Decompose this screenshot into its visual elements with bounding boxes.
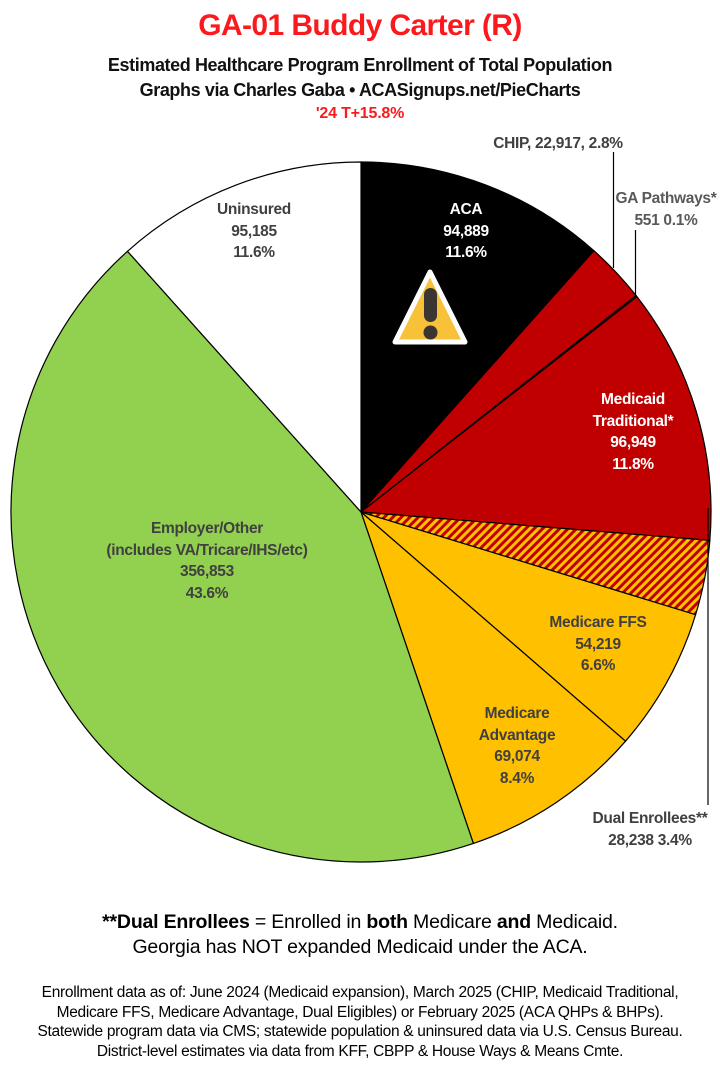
pie-slice-aca bbox=[360, 161, 595, 514]
slice-label-line: 94,889 bbox=[443, 222, 489, 240]
footnote-segment: both bbox=[366, 911, 408, 933]
slice-label-line: 8.4% bbox=[499, 769, 535, 787]
slice-label-advantage: Medicare Advantage 69,074 8.4% bbox=[479, 703, 556, 789]
footnote-line2: Georgia has NOT expanded Medicaid under … bbox=[132, 936, 588, 958]
leader-lines bbox=[612, 152, 709, 805]
slice-label-pathways: GA Pathways* 551 0.1% bbox=[616, 188, 717, 231]
slice-label-line: Traditional* bbox=[592, 412, 674, 430]
source-note: Enrollment data as of: June 2024 (Medica… bbox=[0, 983, 720, 1061]
slice-label-line: 11.6% bbox=[233, 244, 275, 261]
footnote-segment: **Dual Enrollees bbox=[102, 911, 250, 933]
trend-annotation: '24 T+15.8% bbox=[315, 105, 405, 122]
pie-slice-medicaid bbox=[359, 295, 712, 542]
slice-label-medicaid: Medicaid Traditional* 96,949 11.8% bbox=[593, 389, 674, 475]
slice-label-line: ACA bbox=[449, 201, 483, 218]
slice-label-aca: ACA 94,889 11.6% bbox=[443, 199, 489, 264]
slice-label-line: 11.6% bbox=[445, 244, 487, 261]
pie-chart bbox=[10, 152, 712, 863]
pie-slice-advantage bbox=[359, 510, 627, 845]
pie-slice-uninsured bbox=[126, 161, 362, 514]
pie-slices bbox=[10, 161, 712, 863]
slice-label-line: Dual Enrollees** bbox=[592, 810, 708, 827]
page-title: GA-01 Buddy Carter (R) bbox=[198, 9, 522, 42]
warning-triangle-icon bbox=[392, 269, 468, 345]
pie-slice-ffs bbox=[360, 511, 697, 743]
slice-label-line: GA Pathways* bbox=[615, 190, 717, 207]
footnote-segment: and bbox=[496, 911, 531, 933]
slice-label-line: 43.6% bbox=[185, 584, 229, 602]
slice-label-line: Advantage bbox=[478, 726, 556, 744]
dual-enrollees-note: **Dual Enrollees = Enrolled in both Medi… bbox=[0, 910, 720, 960]
slice-label-line: CHIP, 22,917, 2.8% bbox=[493, 135, 623, 152]
subtitle-line1: Estimated Healthcare Program Enrollment … bbox=[107, 55, 613, 75]
slice-label-chip: CHIP, 22,917, 2.8% bbox=[493, 133, 623, 155]
slice-label-employer: Employer/Other (includes VA/Tricare/IHS/e… bbox=[106, 518, 308, 604]
slice-label-line: 551 0.1% bbox=[634, 211, 698, 229]
slice-label-line: 356,853 bbox=[180, 563, 234, 580]
slice-label-line: Medicaid bbox=[601, 391, 665, 408]
slice-label-line: 28,238 3.4% bbox=[608, 831, 692, 849]
source-line: Enrollment data as of: June 2024 (Medica… bbox=[41, 984, 679, 1001]
slice-label-line: 95,185 bbox=[231, 222, 277, 240]
slice-label-line: (includes VA/Tricare/IHS/etc) bbox=[106, 541, 308, 559]
slice-label-line: 96,949 bbox=[610, 434, 656, 451]
slice-label-line: Medicare bbox=[484, 705, 550, 722]
source-line: District-level estimates via data from K… bbox=[96, 1042, 624, 1060]
footnote-segment: = Enrolled in bbox=[249, 911, 367, 933]
subtitle-line2: Graphs via Charles Gaba • ACASignups.net… bbox=[139, 80, 581, 100]
slice-label-line: 54,219 bbox=[575, 635, 621, 653]
slice-label-line: 11.8% bbox=[612, 455, 654, 473]
pie-slice-employer bbox=[10, 250, 475, 863]
slice-label-line: Uninsured bbox=[217, 201, 291, 218]
slice-label-line: 69,074 bbox=[494, 748, 540, 765]
slice-label-dual: Dual Enrollees** 28,238 3.4% bbox=[593, 808, 708, 851]
source-line: Statewide program data via CMS; statewid… bbox=[37, 1023, 683, 1040]
slice-label-line: Medicare FFS bbox=[549, 614, 647, 631]
slice-label-ffs: Medicare FFS 54,219 6.6% bbox=[549, 612, 646, 677]
source-line: Medicare FFS, Medicare Advantage, Dual E… bbox=[56, 1003, 664, 1021]
slice-label-line: Employer/Other bbox=[150, 520, 264, 537]
slice-label-line: 6.6% bbox=[580, 657, 616, 674]
footnote-segment: Medicare bbox=[407, 911, 497, 933]
footnote-line1: **Dual Enrollees = Enrolled in both Medi… bbox=[0, 910, 720, 935]
slice-label-uninsured: Uninsured 95,185 11.6% bbox=[217, 199, 291, 264]
footnote-segment: Medicaid. bbox=[530, 911, 618, 933]
